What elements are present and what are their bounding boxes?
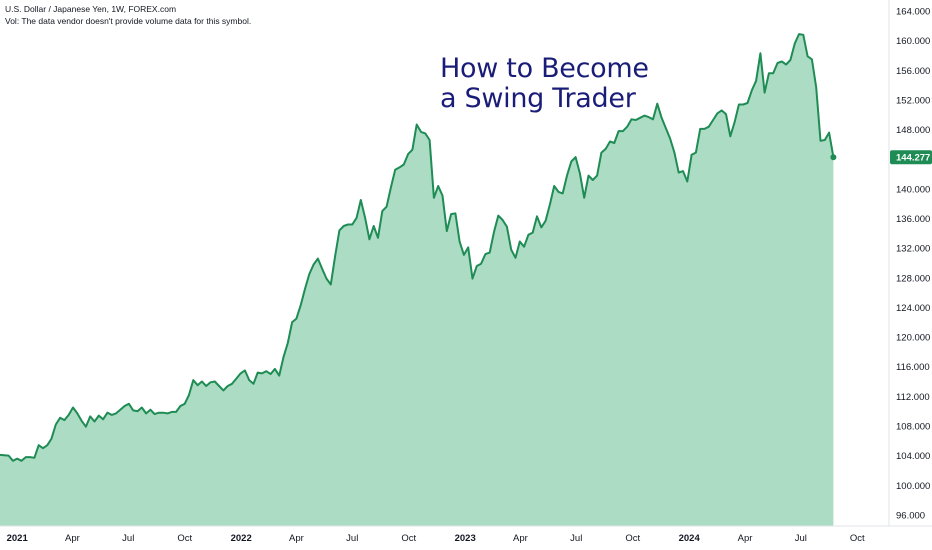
y-tick-label: 120.000	[896, 333, 930, 344]
overlay-title-line-2: a Swing Trader	[440, 83, 636, 114]
x-tick-label: Jul	[122, 533, 134, 544]
last-price-label: 144.277	[896, 153, 930, 164]
price-area-fill	[0, 34, 834, 526]
last-price-point	[830, 154, 837, 161]
x-tick-label: Apr	[289, 533, 304, 544]
x-tick-label: Oct	[401, 533, 416, 544]
y-tick-label: 132.000	[896, 244, 930, 255]
y-tick-label: 96.000	[896, 510, 925, 521]
y-tick-label: 152.000	[896, 96, 930, 107]
y-tick-label: 100.000	[896, 481, 930, 492]
overlay-title: How to Become a Swing Trader	[440, 54, 649, 114]
y-tick-label: 124.000	[896, 303, 930, 314]
x-tick-label: 2024	[679, 533, 701, 544]
x-tick-label: Oct	[177, 533, 192, 544]
y-tick-label: 156.000	[896, 66, 930, 77]
y-tick-label: 164.000	[896, 7, 930, 18]
x-tick-label: Apr	[513, 533, 528, 544]
y-tick-label: 140.000	[896, 184, 930, 195]
y-tick-label: 128.000	[896, 273, 930, 284]
x-tick-label: 2022	[231, 533, 252, 544]
y-tick-label: 160.000	[896, 36, 930, 47]
x-tick-label: 2023	[455, 533, 476, 544]
volume-notice: Vol: The data vendor doesn't provide vol…	[5, 16, 252, 26]
x-tick-label: Oct	[625, 533, 640, 544]
y-tick-label: 148.000	[896, 125, 930, 136]
y-tick-label: 112.000	[896, 392, 930, 403]
y-tick-label: 136.000	[896, 214, 930, 225]
y-tick-label: 116.000	[896, 362, 930, 373]
price-line	[0, 33, 835, 462]
x-tick-label: Jul	[570, 533, 582, 544]
x-tick-label: 2021	[7, 533, 29, 544]
x-tick-label: Apr	[65, 533, 80, 544]
overlay-title-line-1: How to Become	[440, 53, 649, 84]
x-tick-label: Oct	[850, 533, 865, 544]
y-tick-label: 104.000	[896, 451, 930, 462]
x-tick-label: Jul	[346, 533, 358, 544]
chart-symbol-header[interactable]: U.S. Dollar / Japanese Yen, 1W, FOREX.co…	[5, 4, 177, 14]
y-tick-label: 108.000	[896, 421, 930, 432]
last-price-badge	[890, 150, 932, 165]
x-tick-label: Jul	[795, 533, 807, 544]
x-tick-label: Apr	[738, 533, 753, 544]
